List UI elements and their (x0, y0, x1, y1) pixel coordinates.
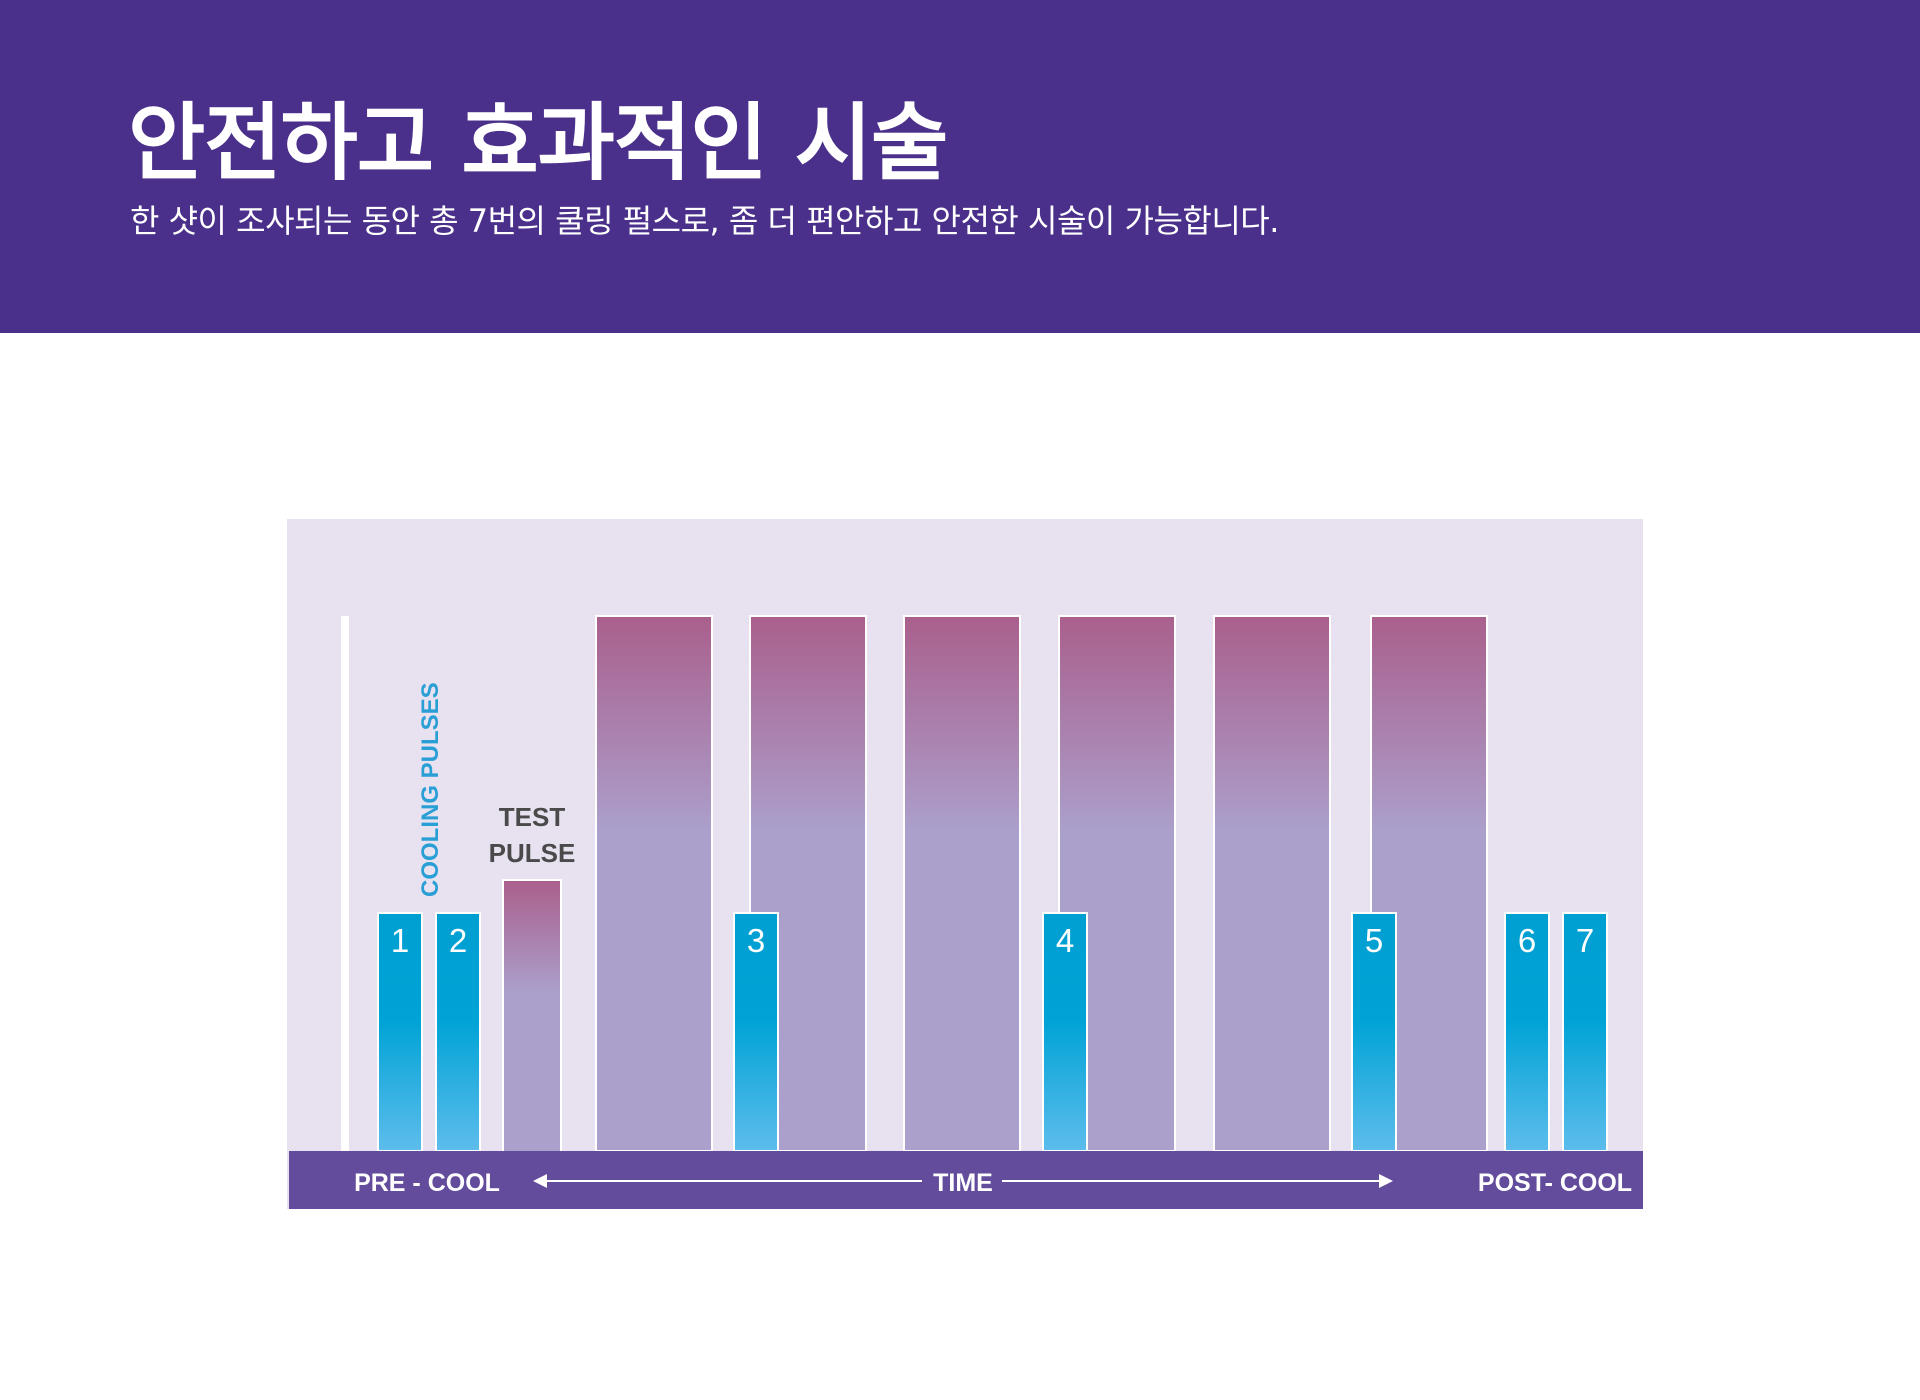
cooling-pulse-number: 1 (391, 922, 409, 959)
cooling-pulse-bar (435, 912, 481, 1152)
cooling-pulse-bar (1562, 912, 1608, 1152)
page-title: 안전하고 효과적인 시술 (128, 94, 948, 192)
cooling-pulse-number: 3 (747, 922, 765, 959)
test-pulse-label-line2: PULSE (489, 838, 576, 868)
cooling-pulse-number: 2 (449, 922, 467, 959)
cooling-pulse-number: 4 (1056, 922, 1074, 959)
treatment-pulse-bar (1213, 615, 1331, 1152)
cooling-pulse-number: 7 (1576, 922, 1594, 959)
cooling-pulse-number: 6 (1518, 922, 1536, 959)
treatment-pulse-bar (595, 615, 713, 1152)
time-label: TIME (933, 1169, 993, 1197)
treatment-pulse-bar (903, 615, 1021, 1152)
cooling-pulses-label: COOLING PULSES (417, 682, 444, 897)
test-pulse-label-line1: TEST (499, 802, 566, 832)
cooling-pulse-bar (733, 912, 779, 1152)
page-subtitle: 한 샷이 조사되는 동안 총 7번의 쿨링 펄스로, 좀 더 편안하고 안전한 … (130, 202, 1279, 240)
time-axis-band (289, 1151, 1643, 1209)
cooling-pulse-bar (1042, 912, 1088, 1152)
axis-line (341, 616, 349, 1162)
time-arrow-left-icon (533, 1174, 547, 1188)
cooling-pulse-number: 5 (1365, 922, 1383, 959)
pulse-diagram: TEST PULSE COOLING PULSES 1 2 3 4 5 6 7 PRE - … (289, 615, 1643, 1209)
header-banner: 안전하고 효과적인 시술 한 샷이 조사되는 동안 총 7번의 쿨링 펄스로, … (0, 0, 1920, 333)
time-arrow-right-icon (1379, 1174, 1393, 1188)
test-pulse-bar (502, 879, 562, 1163)
cooling-pulse-bar (1351, 912, 1397, 1152)
pre-cool-label: PRE - COOL (354, 1169, 500, 1197)
post-cool-label: POST- COOL (1478, 1169, 1632, 1197)
pulse-diagram-panel: TEST PULSE COOLING PULSES 1 2 3 4 5 6 7 PRE - … (287, 519, 1643, 1209)
